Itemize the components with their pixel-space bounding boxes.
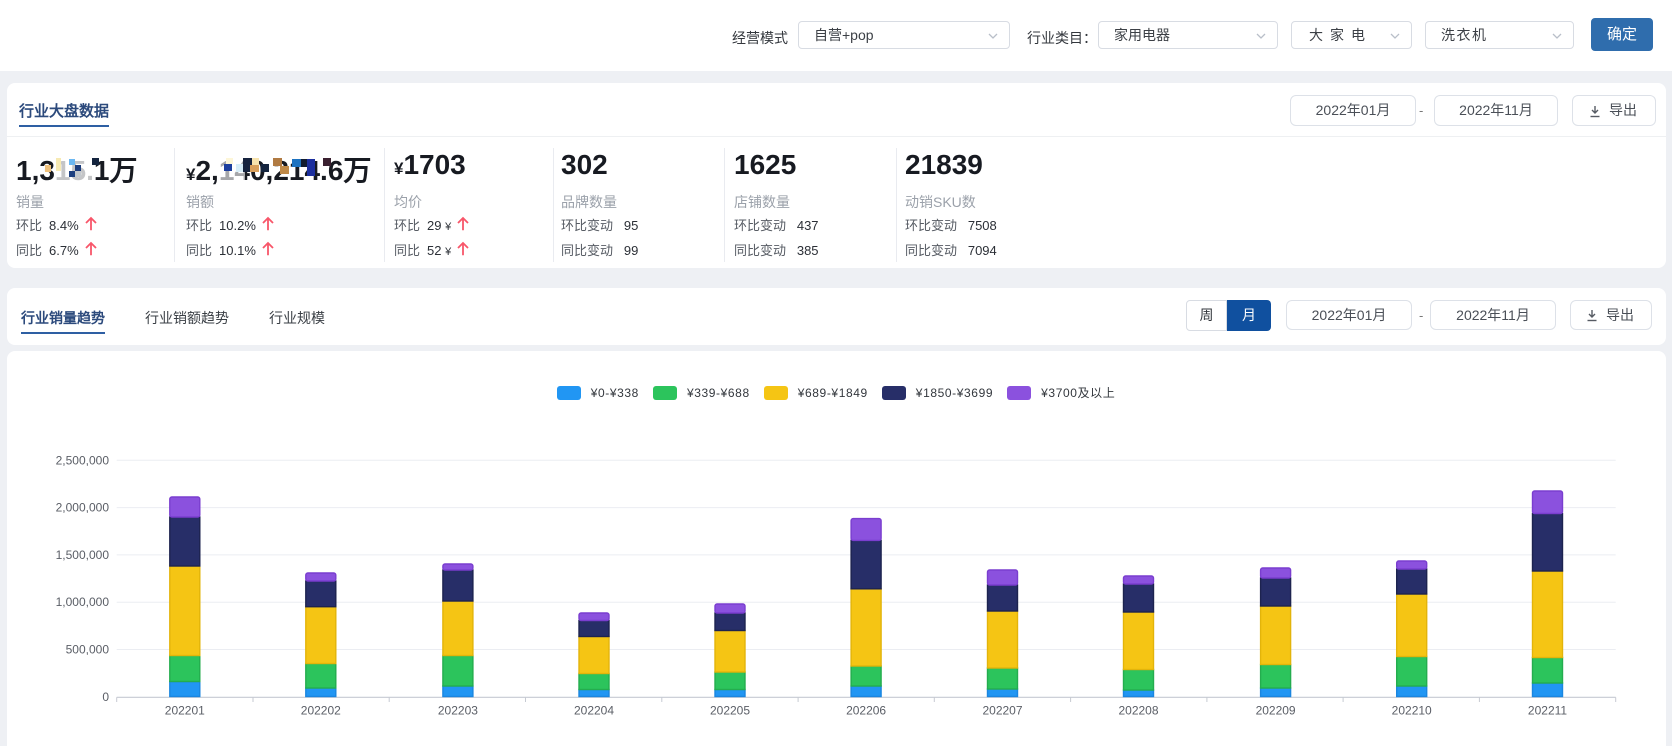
svg-text:202207: 202207 — [982, 704, 1022, 718]
svg-text:1,000,000: 1,000,000 — [56, 595, 110, 609]
svg-text:500,000: 500,000 — [66, 643, 110, 657]
svg-text:0: 0 — [102, 690, 109, 704]
svg-text:202201: 202201 — [165, 704, 205, 718]
svg-text:202202: 202202 — [301, 704, 341, 718]
svg-text:202203: 202203 — [438, 704, 478, 718]
svg-text:202205: 202205 — [710, 704, 750, 718]
svg-text:1,500,000: 1,500,000 — [56, 548, 110, 562]
svg-text:202206: 202206 — [846, 704, 886, 718]
svg-text:202211: 202211 — [1528, 704, 1567, 718]
svg-text:202209: 202209 — [1256, 704, 1296, 718]
svg-text:2,500,000: 2,500,000 — [56, 453, 110, 467]
svg-text:2,000,000: 2,000,000 — [56, 501, 110, 515]
svg-text:202210: 202210 — [1392, 704, 1432, 718]
svg-text:202208: 202208 — [1118, 704, 1158, 718]
svg-text:202204: 202204 — [574, 704, 614, 718]
